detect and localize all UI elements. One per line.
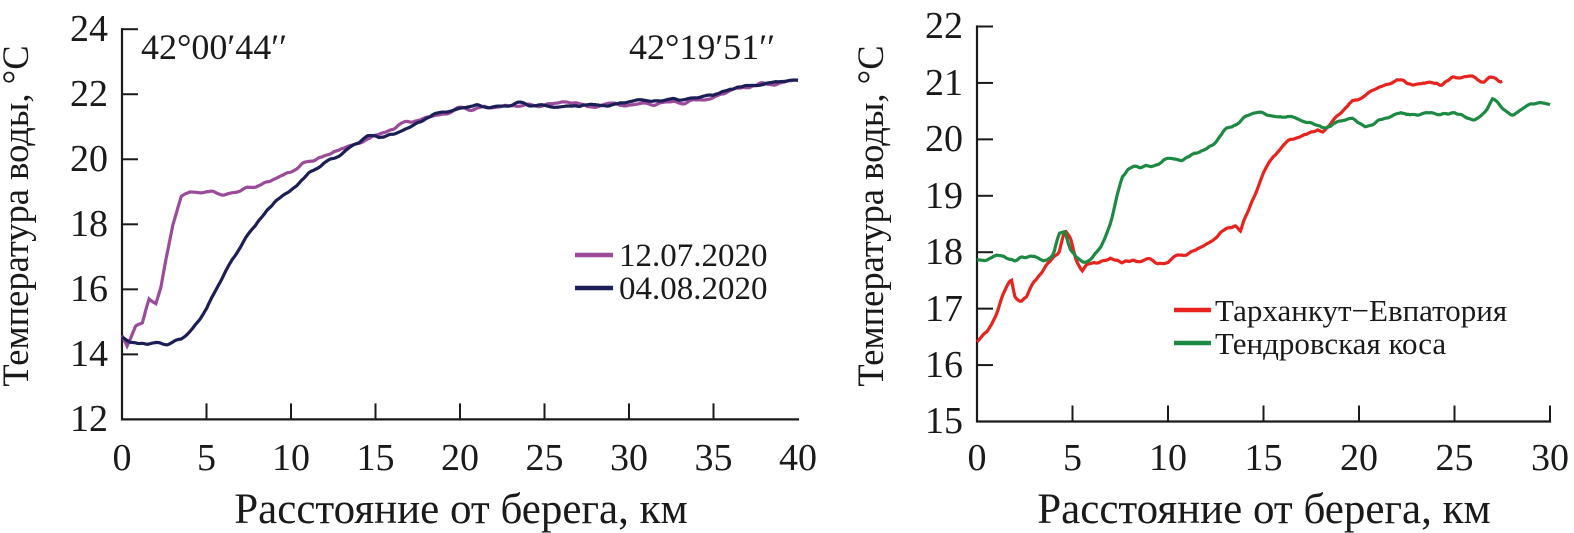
svg-text:30: 30 [1531, 437, 1569, 479]
svg-text:20: 20 [70, 138, 108, 180]
svg-text:12.07.2020: 12.07.2020 [619, 238, 768, 274]
svg-text:25: 25 [526, 437, 564, 479]
svg-text:25: 25 [1436, 437, 1474, 479]
svg-text:22: 22 [70, 73, 108, 115]
svg-text:Расстояние от берега, км: Расстояние от берега, км [234, 486, 688, 533]
svg-text:5: 5 [197, 437, 216, 479]
svg-text:15: 15 [925, 400, 963, 442]
svg-text:5: 5 [1063, 437, 1082, 479]
svg-text:21: 21 [925, 62, 963, 104]
svg-text:30: 30 [610, 437, 648, 479]
svg-text:19: 19 [925, 175, 963, 217]
svg-text:15: 15 [357, 437, 395, 479]
svg-text:10: 10 [1149, 437, 1187, 479]
svg-text:04.08.2020: 04.08.2020 [619, 271, 768, 307]
svg-text:20: 20 [441, 437, 479, 479]
svg-text:40: 40 [779, 437, 817, 479]
svg-text:0: 0 [113, 437, 132, 479]
svg-text:35: 35 [695, 437, 733, 479]
svg-text:20: 20 [925, 118, 963, 160]
svg-text:22: 22 [925, 5, 963, 47]
svg-text:18: 18 [70, 203, 108, 245]
svg-text:24: 24 [70, 8, 108, 50]
svg-text:42°19′51′′: 42°19′51′′ [629, 27, 775, 67]
svg-text:Температура воды, °С: Температура воды, °С [0, 45, 36, 386]
svg-text:Тарханкут−Евпатория: Тарханкут−Евпатория [1215, 293, 1507, 328]
svg-text:Тендровская коса: Тендровская коса [1215, 326, 1446, 361]
svg-text:Температура воды, °С: Температура воды, °С [850, 45, 891, 386]
svg-text:15: 15 [1245, 437, 1283, 479]
svg-text:20: 20 [1340, 437, 1378, 479]
svg-text:16: 16 [70, 268, 108, 310]
svg-text:18: 18 [925, 231, 963, 273]
svg-text:0: 0 [968, 437, 987, 479]
svg-text:Расстояние от берега, км: Расстояние от берега, км [1037, 486, 1491, 533]
svg-text:12: 12 [70, 398, 108, 440]
svg-text:16: 16 [925, 344, 963, 386]
svg-text:17: 17 [925, 288, 963, 330]
svg-text:42°00′44′′: 42°00′44′′ [141, 27, 287, 67]
svg-text:14: 14 [70, 333, 108, 375]
svg-text:10: 10 [272, 437, 310, 479]
